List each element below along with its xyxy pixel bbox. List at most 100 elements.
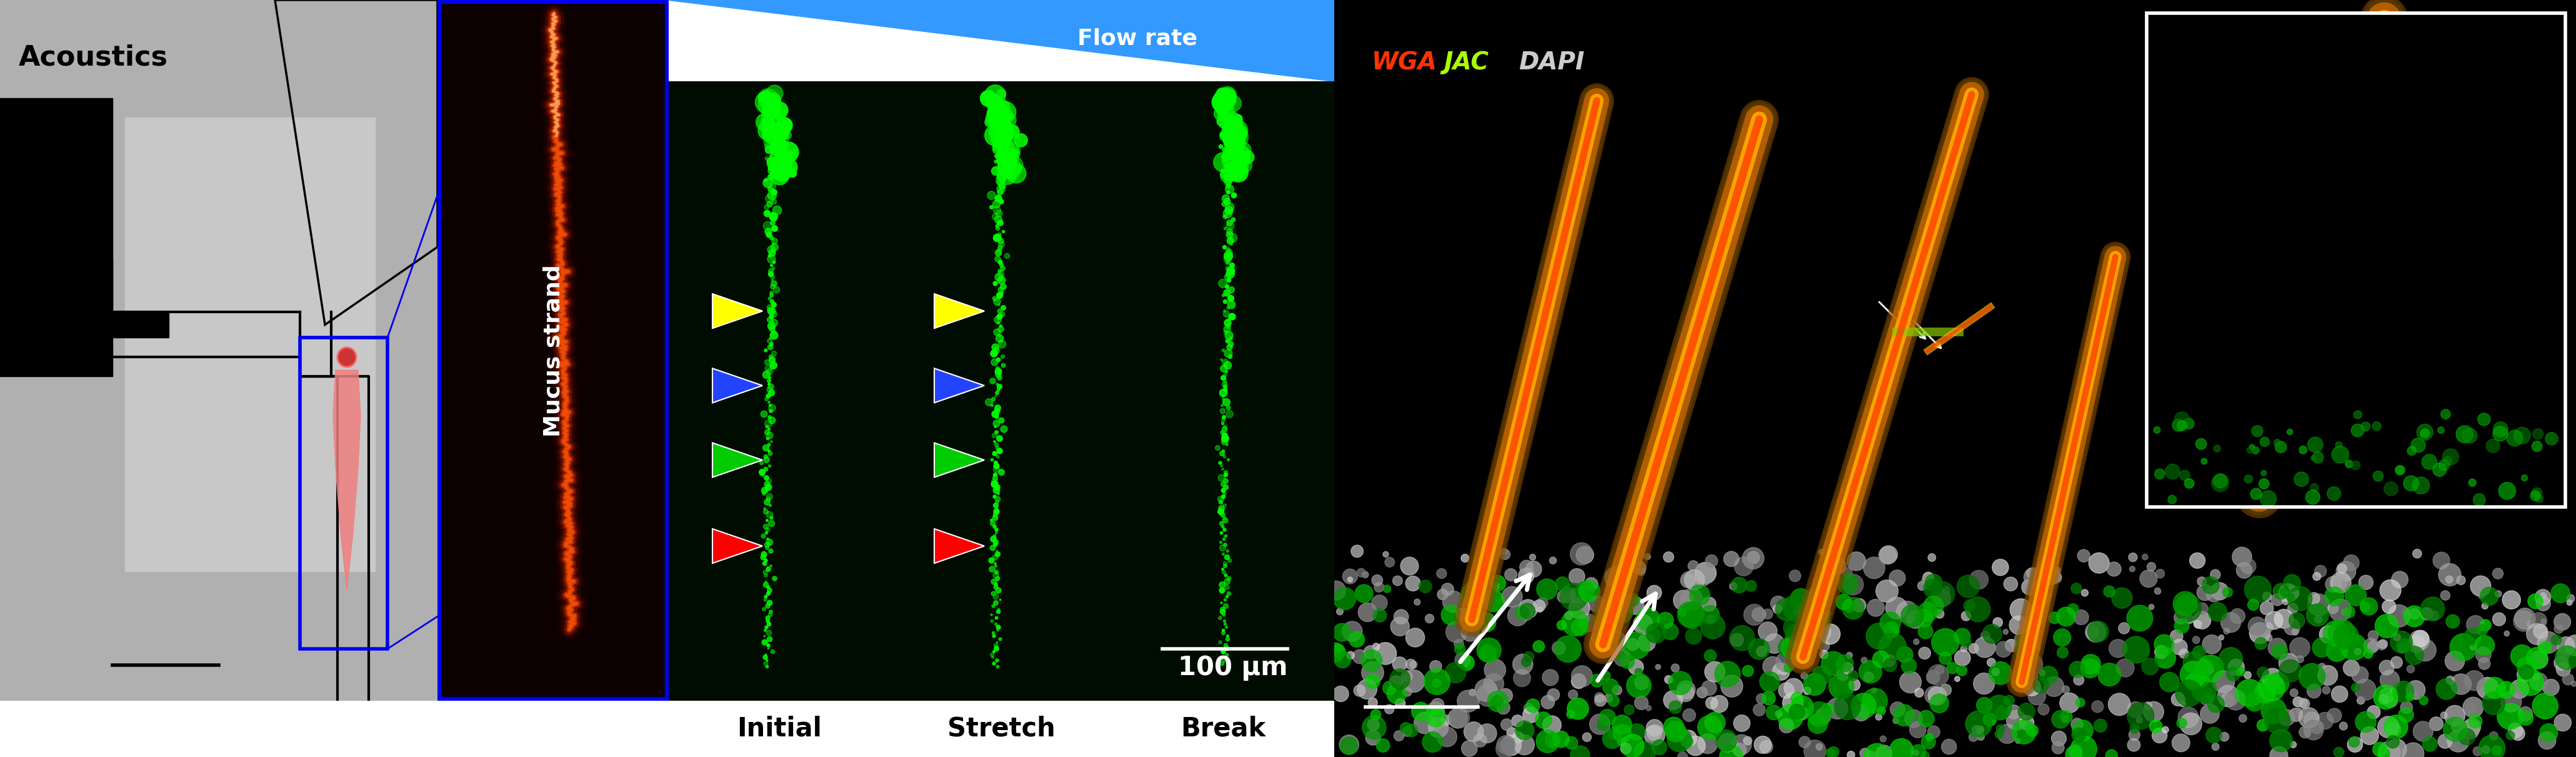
Circle shape <box>1685 736 1705 755</box>
Circle shape <box>1651 740 1667 755</box>
Circle shape <box>1705 615 1716 623</box>
Circle shape <box>1448 709 1468 728</box>
Circle shape <box>2128 739 2141 752</box>
Circle shape <box>2414 639 2437 661</box>
Text: WGA: WGA <box>1373 51 1437 74</box>
Circle shape <box>1453 639 1463 649</box>
Circle shape <box>1775 711 1783 717</box>
Circle shape <box>1492 691 1502 702</box>
Circle shape <box>2172 693 2184 706</box>
Circle shape <box>2128 702 2143 718</box>
Circle shape <box>1476 612 1497 632</box>
Circle shape <box>2236 547 2249 562</box>
Circle shape <box>2411 438 2427 453</box>
Circle shape <box>1577 546 1595 564</box>
Text: 100 μm: 100 μm <box>1177 654 1288 681</box>
Circle shape <box>2460 720 2478 739</box>
Circle shape <box>1808 714 1829 734</box>
Circle shape <box>2239 715 2246 722</box>
Circle shape <box>2470 576 2491 597</box>
Circle shape <box>2308 491 2316 498</box>
Circle shape <box>1700 606 1718 624</box>
Circle shape <box>1533 640 1546 653</box>
Circle shape <box>2226 690 2246 710</box>
Circle shape <box>1996 706 2009 720</box>
Circle shape <box>2439 712 2447 718</box>
Circle shape <box>2550 634 2561 645</box>
Circle shape <box>1613 715 1631 734</box>
Circle shape <box>2262 592 2272 601</box>
Circle shape <box>2380 670 2398 690</box>
Circle shape <box>2213 671 2233 693</box>
Circle shape <box>2334 747 2344 757</box>
Circle shape <box>2293 696 2303 707</box>
Circle shape <box>1643 553 1651 559</box>
Circle shape <box>1613 724 1631 743</box>
Circle shape <box>2290 637 2311 658</box>
Circle shape <box>2566 635 2576 656</box>
Circle shape <box>2298 656 2303 663</box>
Circle shape <box>1370 709 1381 720</box>
Circle shape <box>2032 588 2050 605</box>
Circle shape <box>1636 608 1659 631</box>
Circle shape <box>1613 650 1623 660</box>
Circle shape <box>2354 679 2375 700</box>
Circle shape <box>2540 593 2545 599</box>
Circle shape <box>2334 624 2360 649</box>
Circle shape <box>2357 696 2365 704</box>
Circle shape <box>1744 737 1752 745</box>
Circle shape <box>2141 570 2156 587</box>
Circle shape <box>1561 583 1587 610</box>
Circle shape <box>1680 731 1698 746</box>
Circle shape <box>1968 733 1978 741</box>
Circle shape <box>1816 743 1824 750</box>
Circle shape <box>1595 608 1618 631</box>
Circle shape <box>2179 662 2208 687</box>
Circle shape <box>1942 740 1958 754</box>
Circle shape <box>2264 708 2290 734</box>
Circle shape <box>1935 609 1945 618</box>
Circle shape <box>1656 665 1662 669</box>
Circle shape <box>1814 612 1829 628</box>
Circle shape <box>2267 684 2275 690</box>
Circle shape <box>1803 673 1826 696</box>
Circle shape <box>1958 665 1968 676</box>
Circle shape <box>2081 654 2099 674</box>
Circle shape <box>2022 609 2043 629</box>
Circle shape <box>1342 569 1358 584</box>
Circle shape <box>1543 715 1561 734</box>
Circle shape <box>1973 725 1981 734</box>
Circle shape <box>2280 653 2298 673</box>
Circle shape <box>1880 612 1901 633</box>
Circle shape <box>1365 731 1381 745</box>
Circle shape <box>1589 674 1602 687</box>
Circle shape <box>1906 616 1914 623</box>
Circle shape <box>2123 637 2148 663</box>
Circle shape <box>1924 575 1942 591</box>
Circle shape <box>1394 576 1401 586</box>
Circle shape <box>2550 584 2571 603</box>
Circle shape <box>1734 557 1754 576</box>
Circle shape <box>1814 632 1819 639</box>
Circle shape <box>1680 574 1695 587</box>
Circle shape <box>2071 583 2081 593</box>
Circle shape <box>1522 657 1530 667</box>
Circle shape <box>2264 612 2282 629</box>
Circle shape <box>1842 597 1865 619</box>
Circle shape <box>2540 619 2545 624</box>
Circle shape <box>2393 681 2414 702</box>
Circle shape <box>1515 721 1535 740</box>
Circle shape <box>1327 581 1345 600</box>
Circle shape <box>1924 579 1942 597</box>
Circle shape <box>1960 637 1971 647</box>
Circle shape <box>1332 644 1345 658</box>
Circle shape <box>2465 702 2476 713</box>
Circle shape <box>2442 449 2458 465</box>
Circle shape <box>2463 718 2481 735</box>
Circle shape <box>1922 735 1935 749</box>
Circle shape <box>1391 617 1409 636</box>
Circle shape <box>1860 660 1880 683</box>
Circle shape <box>2061 686 2069 693</box>
Circle shape <box>1425 707 1445 727</box>
Circle shape <box>1553 731 1569 747</box>
